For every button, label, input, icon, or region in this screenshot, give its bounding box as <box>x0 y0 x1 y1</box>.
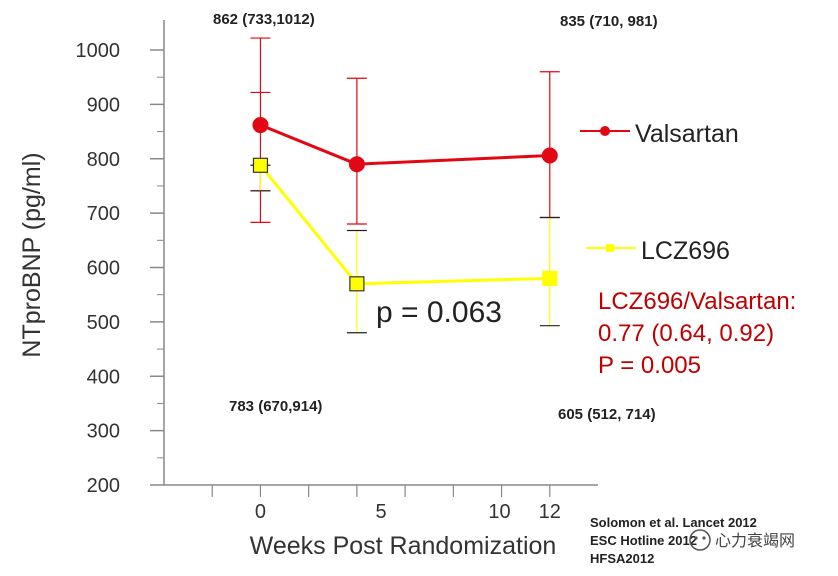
wechat-icon-eye-left <box>694 536 698 540</box>
wechat-icon <box>689 529 711 551</box>
wechat-icon-eye-right <box>702 536 706 540</box>
citation-line-1: Solomon et al. Lancet 2012 <box>590 515 757 530</box>
ratio-label: LCZ696/Valsartan: <box>598 288 796 315</box>
valsartan-baseline-annotation: 862 (733,1012) <box>213 11 315 28</box>
valsartan-point <box>541 147 558 164</box>
x-tick-label: 5 <box>375 501 386 523</box>
legend-valsartan-label: Valsartan <box>635 120 739 148</box>
y-tick-label: 1000 <box>76 40 121 62</box>
ratio-value: 0.77 (0.64, 0.92) <box>598 320 774 347</box>
valsartan-week12-annotation: 835 (710, 981) <box>560 13 658 30</box>
y-tick-label: 300 <box>87 421 120 443</box>
citation-line-3: HFSA2012 <box>590 551 654 566</box>
x-tick-label: 12 <box>539 501 561 523</box>
x-tick-label: 0 <box>255 501 266 523</box>
legend-valsartan-marker <box>600 126 610 136</box>
y-tick-label: 400 <box>87 366 120 388</box>
legend: Valsartan LCZ696 <box>580 120 739 265</box>
y-tick-label: 500 <box>87 312 120 334</box>
watermark: 心力衰竭网 <box>689 529 795 551</box>
lcz696-line <box>259 164 550 286</box>
lcz-baseline-annotation: 783 (670,914) <box>229 398 322 415</box>
legend-lcz696-label: LCZ696 <box>641 237 730 265</box>
watermark-text: 心力衰竭网 <box>715 531 795 550</box>
x-axis-title: Weeks Post Randomization <box>250 532 557 560</box>
y-tick-label: 600 <box>87 258 120 280</box>
valsartan-line <box>259 123 550 166</box>
valsartan-point <box>348 156 365 173</box>
valsartan-point <box>252 117 269 134</box>
legend-lcz696-marker <box>606 244 614 252</box>
lcz696-point <box>542 270 558 286</box>
x-tick-label: 10 <box>488 501 510 523</box>
citation-line-2: ESC Hotline 2012 <box>590 533 697 548</box>
p-value-week4: p = 0.063 <box>376 296 502 329</box>
ratio-p-value: P = 0.005 <box>598 352 701 379</box>
lcz-week12-annotation: 605 (512, 714) <box>558 406 656 423</box>
lcz696-point <box>349 276 365 292</box>
y-tick-label: 700 <box>87 203 120 225</box>
y-tick-label: 900 <box>87 94 120 116</box>
y-axis-title: NTproBNP (pg/ml) <box>18 152 46 357</box>
y-tick-label: 800 <box>87 149 120 171</box>
y-tick-label: 200 <box>87 475 120 497</box>
lcz696-point <box>252 157 269 173</box>
